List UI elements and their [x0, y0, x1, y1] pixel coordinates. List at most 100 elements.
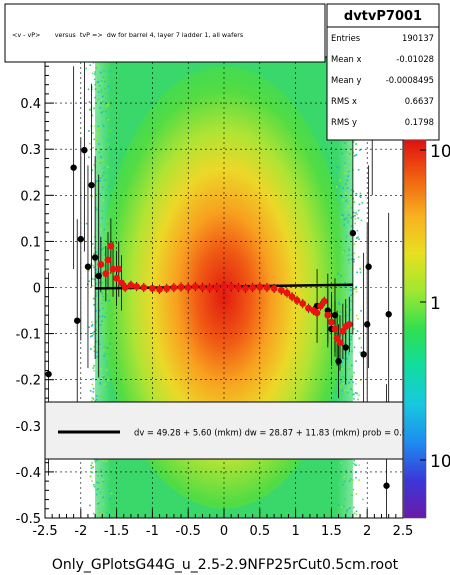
density-speck: [104, 346, 107, 348]
density-speck: [359, 271, 362, 274]
density-speck: [101, 474, 103, 477]
stats-value: 0.6637: [405, 96, 434, 106]
stats-name: dvtvP7001: [344, 9, 422, 24]
density-speck: [104, 78, 106, 80]
density-speck: [103, 298, 106, 300]
density-speck: [92, 132, 94, 134]
density-speck: [93, 369, 95, 372]
black-point: [77, 235, 85, 243]
density-speck: [355, 360, 357, 363]
density-speck: [102, 159, 104, 162]
footer-filename: Only_GPlotsG44G_u_2.5-2.9NFP25rCut0.5cm.…: [52, 557, 399, 573]
y-tick-label: -0.1: [16, 328, 41, 343]
density-speck: [350, 289, 352, 292]
density-speck: [108, 327, 111, 330]
density-speck: [107, 378, 109, 381]
density-speck: [103, 167, 106, 169]
density-speck: [98, 84, 101, 87]
density-speck: [354, 214, 356, 217]
density-speck: [350, 216, 353, 219]
density-speck: [107, 347, 109, 349]
density-speck: [90, 467, 93, 469]
density-speck: [346, 392, 349, 394]
density-speck: [351, 479, 354, 481]
black-point: [365, 263, 372, 270]
density-speck: [357, 209, 360, 212]
density-speck: [360, 219, 363, 222]
density-speck: [98, 501, 101, 504]
density-speck: [342, 187, 344, 189]
density-speck: [351, 258, 353, 261]
red-point: [115, 265, 123, 273]
density-speck: [344, 286, 346, 288]
density-speck: [109, 345, 112, 347]
density-speck: [107, 103, 109, 106]
density-speck: [104, 87, 106, 90]
density-speck: [102, 299, 105, 301]
density-speck: [348, 381, 350, 384]
density-speck: [340, 143, 343, 146]
black-point: [95, 272, 102, 280]
density-speck: [93, 138, 96, 141]
red-point: [97, 261, 105, 268]
density-speck: [97, 502, 99, 505]
density-speck: [341, 512, 344, 514]
density-speck: [99, 324, 102, 326]
y-tick-label: -0.3: [16, 420, 41, 435]
density-speck: [99, 491, 102, 494]
density-speck: [352, 215, 355, 218]
colorbar-tick-label: 1: [430, 294, 441, 314]
density-speck: [94, 125, 96, 128]
density-speck: [97, 91, 100, 93]
density-speck: [90, 475, 92, 478]
density-speck: [94, 207, 97, 209]
density-speck: [353, 459, 355, 462]
red-point: [283, 289, 291, 297]
density-speck: [358, 394, 360, 396]
density-speck: [344, 162, 346, 165]
density-speck: [355, 382, 357, 385]
density-speck: [104, 178, 107, 181]
density-speck: [95, 81, 97, 84]
density-speck: [99, 383, 102, 385]
density-speck: [95, 181, 97, 183]
density-speck: [98, 315, 101, 318]
black-point: [385, 311, 392, 318]
density-speck: [92, 243, 94, 245]
density-speck: [342, 148, 345, 151]
red-point: [345, 320, 353, 328]
density-speck: [355, 464, 357, 466]
density-speck: [90, 348, 92, 350]
density-speck: [94, 96, 97, 99]
black-point: [364, 321, 371, 328]
density-speck: [104, 352, 106, 355]
red-point: [199, 284, 206, 291]
red-point: [324, 311, 332, 319]
density-speck: [104, 229, 107, 232]
red-point: [256, 283, 264, 291]
density-speck: [345, 235, 348, 238]
density-speck: [96, 320, 98, 322]
density-speck: [92, 332, 94, 334]
density-speck: [338, 303, 341, 306]
density-speck: [356, 229, 359, 232]
density-speck: [343, 480, 346, 483]
black-point: [349, 229, 357, 237]
density-speck: [343, 498, 346, 501]
density-speck: [98, 511, 101, 514]
density-speck: [103, 171, 105, 174]
density-speck: [340, 462, 343, 464]
stats-label: RMS x: [331, 96, 357, 106]
black-point: [88, 181, 95, 189]
density-speck: [353, 328, 355, 330]
density-speck: [338, 475, 340, 478]
density-speck: [343, 250, 346, 252]
density-speck: [344, 165, 347, 167]
density-speck: [109, 490, 112, 492]
density-speck: [105, 109, 107, 112]
density-speck: [346, 169, 349, 172]
x-tick-label: -0.5: [176, 524, 201, 539]
density-speck: [92, 61, 95, 64]
density-speck: [99, 513, 102, 516]
density-speck: [102, 496, 104, 499]
